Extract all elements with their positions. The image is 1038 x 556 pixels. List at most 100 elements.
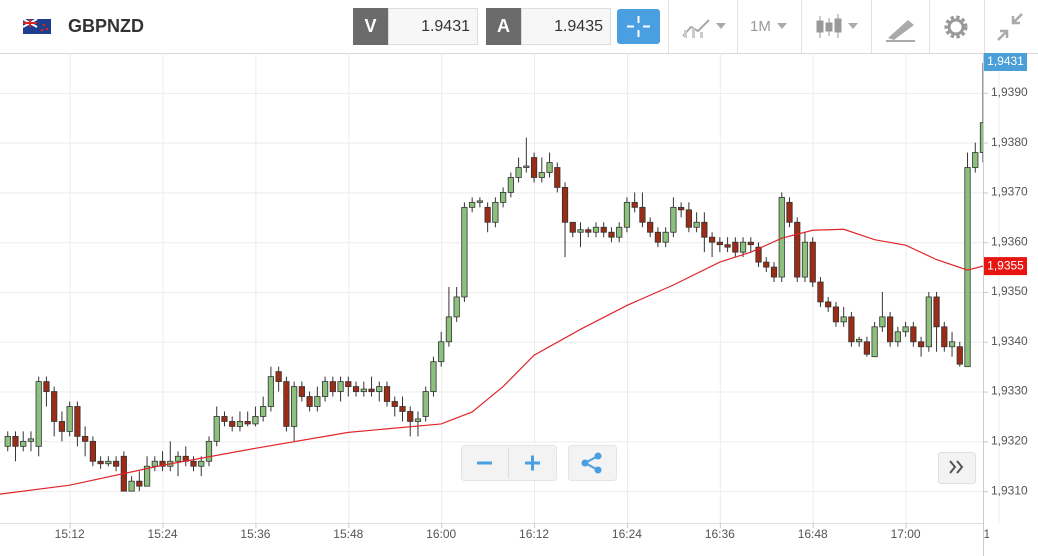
candle-body <box>461 206 468 298</box>
candle-body <box>678 206 685 211</box>
candle-body <box>43 381 50 392</box>
collapse-button[interactable] <box>997 13 1023 41</box>
x-tick-label: 17:00 <box>891 527 921 541</box>
moving-average <box>0 228 983 495</box>
y-tick-label: 1,9370 <box>991 185 1028 199</box>
candle-body <box>221 416 228 422</box>
candle-body <box>794 221 801 278</box>
candle-body <box>136 480 143 487</box>
candle-body <box>670 206 677 233</box>
ask-price: 1.9435 <box>554 18 603 35</box>
scroll-end-button[interactable] <box>938 452 976 484</box>
candle-body <box>275 371 282 383</box>
candle-body <box>933 296 940 328</box>
x-tick-label: 15:12 <box>55 527 85 541</box>
candle-body <box>523 165 530 168</box>
candle-body <box>484 206 491 223</box>
candle-body <box>476 200 483 203</box>
candle-body <box>879 316 886 328</box>
candle-body <box>894 331 901 343</box>
ma-tag-label: 1,9355 <box>987 258 1024 272</box>
candle-body <box>592 226 600 233</box>
zoom-controls <box>461 445 557 481</box>
candle-body <box>856 338 863 343</box>
candle-body <box>445 316 453 343</box>
candle-body <box>190 460 197 467</box>
x-tick-label: 15:48 <box>333 527 363 541</box>
candle-body <box>786 201 793 223</box>
ma-tag <box>984 257 1027 276</box>
candle-body <box>97 460 104 465</box>
candle-body <box>321 381 329 397</box>
candle-body <box>12 435 19 447</box>
ask-button[interactable] <box>486 8 521 45</box>
candle-body <box>229 421 236 427</box>
x-tick-label: 16:36 <box>705 527 735 541</box>
x-axis: 15:12 15:24 15:36 15:48 16:00 16:12 16:24 16:36… <box>55 523 1013 541</box>
timeframe-button[interactable]: 1M <box>750 18 787 35</box>
plot <box>0 62 983 495</box>
candle-body <box>143 465 151 487</box>
candle-body <box>623 201 631 228</box>
candle-body <box>716 241 723 246</box>
x-tick-label: 16:12 <box>519 527 549 541</box>
candle-body <box>956 346 963 365</box>
candle-body <box>112 460 120 467</box>
candle-body <box>910 326 917 343</box>
candle-body <box>569 221 576 233</box>
candle-body <box>801 241 809 278</box>
candle-body <box>453 296 460 318</box>
candle-body <box>654 231 662 243</box>
candle-body <box>352 386 360 392</box>
candle-body <box>917 341 925 348</box>
candle-body <box>600 226 607 233</box>
candle-body <box>755 246 762 263</box>
candle-body <box>979 122 983 153</box>
candle-body <box>414 418 422 422</box>
candle-body <box>608 231 615 238</box>
share-button[interactable] <box>568 445 617 481</box>
candle-body <box>159 460 166 467</box>
x-tick-label: 17:12 <box>983 527 1013 541</box>
candle-body <box>708 236 716 243</box>
candle-body <box>964 167 971 368</box>
candle-body <box>871 326 878 358</box>
candle-body <box>267 376 275 407</box>
candle-type-button[interactable] <box>816 14 858 38</box>
candle-body <box>639 206 646 223</box>
x-tick-label: 15:24 <box>148 527 178 541</box>
candle-body <box>337 381 344 392</box>
candle-body <box>151 460 158 467</box>
candle-body <box>89 440 96 462</box>
bid-button[interactable] <box>353 8 388 45</box>
crosshair-button[interactable] <box>617 9 660 44</box>
candle-body <box>763 261 770 268</box>
ask-box <box>521 8 611 45</box>
candle-body <box>515 167 522 178</box>
candle-body <box>244 421 251 425</box>
candle-body <box>724 244 731 248</box>
candle-body <box>693 221 700 228</box>
settings-button[interactable] <box>944 15 968 39</box>
zoom-in[interactable] <box>525 455 540 471</box>
chart-type-button[interactable] <box>682 19 726 38</box>
candle-body <box>546 162 553 173</box>
candle-body <box>174 455 182 462</box>
y-tick-label: 1,9360 <box>991 234 1028 248</box>
candle-body <box>941 326 948 348</box>
grid <box>0 53 1000 523</box>
candle-body <box>739 241 747 253</box>
candle-body <box>825 301 832 308</box>
candle-body <box>647 221 654 233</box>
bid-price: 1.9431 <box>421 18 470 35</box>
flag <box>22 18 51 34</box>
draw-button[interactable] <box>886 20 915 42</box>
candle-body <box>376 386 383 392</box>
candle-body <box>383 386 391 402</box>
candle-body <box>360 388 367 392</box>
candle-body <box>51 391 58 422</box>
y-tick-label: 1,9330 <box>991 384 1028 398</box>
y-tick-label: 1,9320 <box>991 434 1028 448</box>
